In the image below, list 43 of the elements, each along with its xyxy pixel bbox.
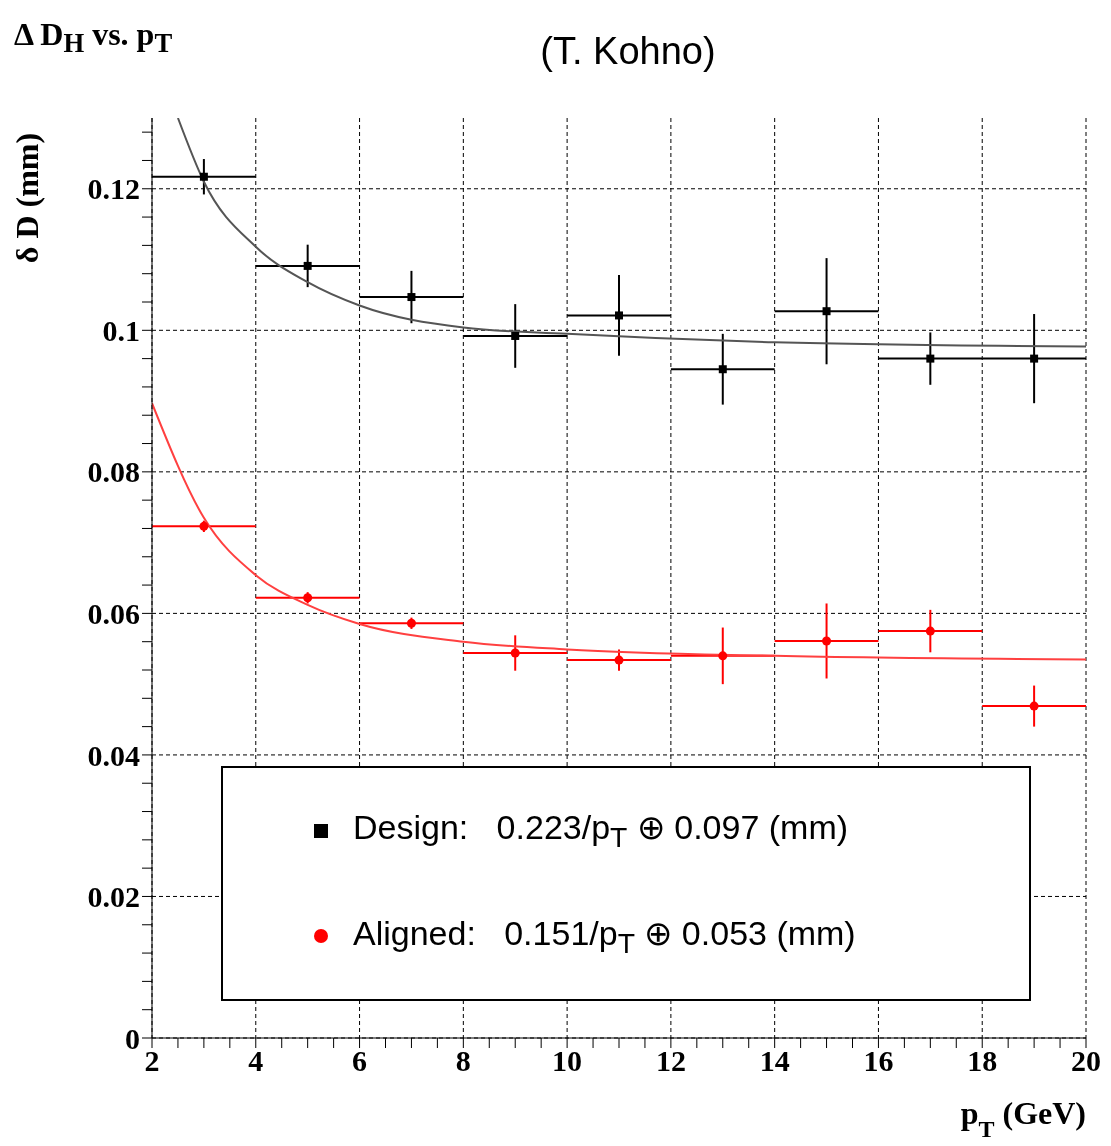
point (718, 651, 728, 661)
point (1029, 701, 1039, 711)
point (511, 331, 520, 340)
point (822, 636, 832, 646)
y-tick-label: 0.08 (87, 455, 140, 489)
y-tick-label: 0.1 (102, 313, 140, 347)
point (822, 307, 831, 316)
y-axis-title: δ D (mm) (9, 132, 45, 264)
point (303, 593, 313, 603)
y-tick-label: 0.02 (87, 880, 140, 914)
x-tick-label: 10 (552, 1044, 583, 1078)
point (406, 618, 416, 628)
x-tick-label: 4 (248, 1044, 264, 1078)
point (614, 655, 624, 665)
line-series (176, 118, 1086, 348)
y-tick-label: 0 (125, 1021, 140, 1055)
x-tick-label: 6 (352, 1044, 368, 1078)
x-tick-label: 8 (455, 1044, 471, 1078)
legend-label: Design: 0.223/p$_{T}$ ⊕ 0.097 (mm) (353, 807, 849, 855)
point (407, 293, 416, 302)
point (199, 172, 208, 181)
point (926, 354, 935, 363)
x-tick-label: 16 (863, 1044, 894, 1078)
point (925, 626, 935, 636)
x-tick-label: 2 (144, 1044, 160, 1078)
line-series (152, 402, 1086, 661)
point (303, 261, 312, 270)
y-tick-label: 0.06 (87, 597, 140, 631)
y-tick-label: 0.04 (87, 738, 140, 772)
x-tick-label: 12 (655, 1044, 686, 1078)
x-tick-label: 14 (759, 1044, 790, 1078)
point (1030, 354, 1039, 363)
point (718, 365, 727, 374)
legend-label: Aligned: 0.151/p$_{T}$ ⊕ 0.053 (mm) (353, 912, 856, 960)
x-tick-label: 18 (967, 1044, 998, 1078)
point (615, 311, 623, 320)
x-axis-title: p$_{T}$ (GeV) (960, 1095, 1086, 1142)
point (199, 521, 209, 531)
y-tick-label: 0.12 (87, 172, 140, 206)
x-tick-label: 20 (1071, 1044, 1101, 1078)
point (510, 648, 520, 658)
chart-title: Δ D$_{H}$ vs. p$_{T}$ (14, 16, 173, 60)
chart-subtitle: (T. Kohno) (539, 30, 717, 73)
